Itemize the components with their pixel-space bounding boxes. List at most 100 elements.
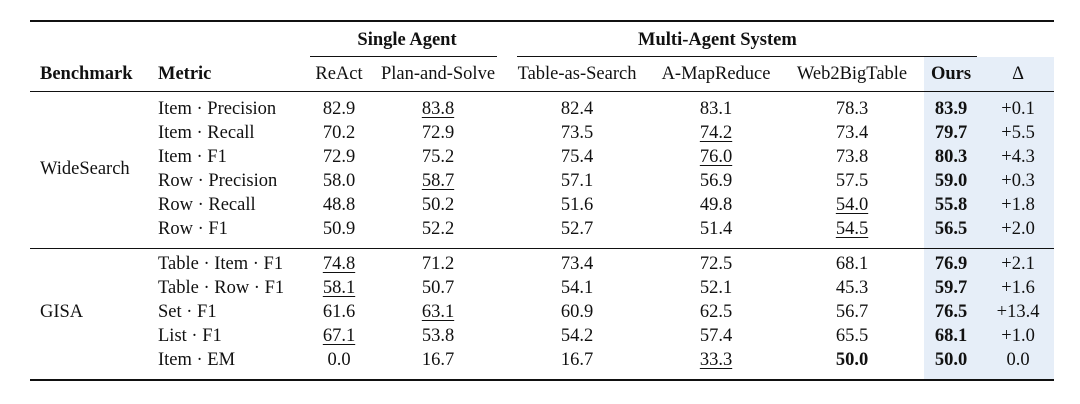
table-as-search-value: 57.1 bbox=[506, 169, 648, 193]
web2bigtable-value: 65.5 bbox=[784, 324, 920, 348]
table-as-search-value: 54.2 bbox=[506, 324, 648, 348]
react-value: 61.6 bbox=[308, 300, 370, 324]
plan-and-solve-value-text: 50.2 bbox=[421, 195, 455, 215]
delta-value-text: +2.1 bbox=[1001, 254, 1035, 274]
metric-name: Row · Recall bbox=[158, 195, 256, 215]
benchmark-header: Benchmark bbox=[40, 63, 133, 84]
a-mapreduce-header: A-MapReduce bbox=[661, 63, 771, 84]
web2bigtable-value-text: 57.5 bbox=[835, 171, 869, 191]
ours-value: 76.5 bbox=[920, 300, 982, 324]
react-value-text: 67.1 bbox=[322, 326, 356, 346]
ours-value: 76.9 bbox=[920, 252, 982, 276]
react-value: 58.0 bbox=[308, 169, 370, 193]
ours-value: 50.0 bbox=[920, 348, 982, 372]
react-value-text: 0.0 bbox=[327, 350, 351, 370]
a-mapreduce-value: 72.5 bbox=[648, 252, 784, 276]
plan-and-solve-header: Plan-and-Solve bbox=[380, 63, 496, 84]
ours-value-text: 79.7 bbox=[934, 123, 968, 143]
web2bigtable-value: 68.1 bbox=[784, 252, 920, 276]
delta-value-text: +2.0 bbox=[1001, 219, 1035, 239]
ours-value-text: 68.1 bbox=[934, 326, 968, 346]
react-value: 82.9 bbox=[308, 97, 370, 121]
column-header-row: Benchmark Metric ReAct Plan-and-Solve Ta… bbox=[30, 57, 1054, 91]
ours-value-text: 80.3 bbox=[934, 147, 968, 167]
plan-and-solve-value: 52.2 bbox=[370, 217, 506, 241]
web2bigtable-value-text: 68.1 bbox=[835, 254, 869, 274]
web2bigtable-value: 56.7 bbox=[784, 300, 920, 324]
a-mapreduce-value: 83.1 bbox=[648, 97, 784, 121]
ours-value: 68.1 bbox=[920, 324, 982, 348]
metric-name: Table · Item · F1 bbox=[158, 254, 284, 274]
metric-name: Item · F1 bbox=[158, 147, 227, 167]
table-as-search-value-text: 73.4 bbox=[560, 254, 594, 274]
delta-value: +0.3 bbox=[982, 169, 1054, 193]
metric-name: Item · EM bbox=[158, 350, 236, 370]
plan-and-solve-value-text: 16.7 bbox=[421, 350, 455, 370]
ours-value: 59.0 bbox=[920, 169, 982, 193]
table-as-search-value: 52.7 bbox=[506, 217, 648, 241]
web2bigtable-value: 50.0 bbox=[784, 348, 920, 372]
table-body: WideSearch Item · Precision 82.9 83.8 82.4 83… bbox=[30, 91, 1054, 376]
plan-and-solve-value-text: 58.7 bbox=[421, 171, 455, 191]
a-mapreduce-value-text: 83.1 bbox=[699, 99, 733, 119]
ours-value-text: 59.0 bbox=[934, 171, 968, 191]
delta-value: +2.0 bbox=[982, 217, 1054, 241]
a-mapreduce-value: 52.1 bbox=[648, 276, 784, 300]
table-as-search-header: Table-as-Search bbox=[517, 63, 637, 84]
plan-and-solve-value: 63.1 bbox=[370, 300, 506, 324]
benchmark-name: GISA bbox=[40, 302, 84, 322]
multi-agent-header: Multi-Agent System bbox=[638, 30, 797, 50]
metric-name: Item · Precision bbox=[158, 99, 277, 119]
web2bigtable-value-text: 56.7 bbox=[835, 302, 869, 322]
bottom-rule bbox=[30, 379, 1054, 381]
metric-name: Row · F1 bbox=[158, 219, 228, 239]
plan-and-solve-value-text: 50.7 bbox=[421, 278, 455, 298]
table-row: Item · Recall 70.2 72.9 73.5 74.2 73.4 79.7 +5.… bbox=[30, 121, 1054, 145]
web2bigtable-value: 73.8 bbox=[784, 145, 920, 169]
a-mapreduce-value-text: 33.3 bbox=[699, 350, 733, 370]
react-value-text: 58.0 bbox=[322, 171, 356, 191]
react-value-text: 48.8 bbox=[322, 195, 356, 215]
react-value-text: 70.2 bbox=[322, 123, 356, 143]
a-mapreduce-value: 76.0 bbox=[648, 145, 784, 169]
multi-agent-cmidrule bbox=[517, 56, 977, 57]
plan-and-solve-value: 72.9 bbox=[370, 121, 506, 145]
web2bigtable-header: Web2BigTable bbox=[796, 63, 908, 84]
delta-value: +0.1 bbox=[982, 97, 1054, 121]
ours-value-text: 76.5 bbox=[934, 302, 968, 322]
table-as-search-value-text: 51.6 bbox=[560, 195, 594, 215]
metric-name: Table · Row · F1 bbox=[158, 278, 285, 298]
metric-header: Metric bbox=[158, 63, 212, 84]
react-value: 50.9 bbox=[308, 217, 370, 241]
plan-and-solve-value-text: 83.8 bbox=[421, 99, 455, 119]
single-agent-header: Single Agent bbox=[357, 30, 457, 50]
a-mapreduce-value-text: 51.4 bbox=[699, 219, 733, 239]
delta-value: +5.5 bbox=[982, 121, 1054, 145]
delta-value: +1.6 bbox=[982, 276, 1054, 300]
web2bigtable-value-text: 54.0 bbox=[835, 195, 869, 215]
a-mapreduce-value-text: 52.1 bbox=[699, 278, 733, 298]
table-as-search-value-text: 57.1 bbox=[560, 171, 594, 191]
results-table: Single Agent Multi-Agent System Benchmar… bbox=[30, 24, 1054, 376]
plan-and-solve-value-text: 53.8 bbox=[421, 326, 455, 346]
a-mapreduce-value-text: 76.0 bbox=[699, 147, 733, 167]
react-value: 67.1 bbox=[308, 324, 370, 348]
table-as-search-value: 73.5 bbox=[506, 121, 648, 145]
a-mapreduce-value-text: 57.4 bbox=[699, 326, 733, 346]
web2bigtable-value: 73.4 bbox=[784, 121, 920, 145]
react-value-text: 82.9 bbox=[322, 99, 356, 119]
web2bigtable-value: 54.0 bbox=[784, 193, 920, 217]
table-as-search-value-text: 60.9 bbox=[560, 302, 594, 322]
metric-name: Row · Precision bbox=[158, 171, 278, 191]
a-mapreduce-value: 62.5 bbox=[648, 300, 784, 324]
plan-and-solve-value: 71.2 bbox=[370, 252, 506, 276]
ours-value-text: 76.9 bbox=[934, 254, 968, 274]
ours-value: 79.7 bbox=[920, 121, 982, 145]
table-as-search-value-text: 16.7 bbox=[560, 350, 594, 370]
header-rule bbox=[30, 91, 1054, 92]
react-value: 72.9 bbox=[308, 145, 370, 169]
metric-name: Set · F1 bbox=[158, 302, 217, 322]
react-header: ReAct bbox=[315, 63, 363, 84]
table-as-search-value-text: 73.5 bbox=[560, 123, 594, 143]
